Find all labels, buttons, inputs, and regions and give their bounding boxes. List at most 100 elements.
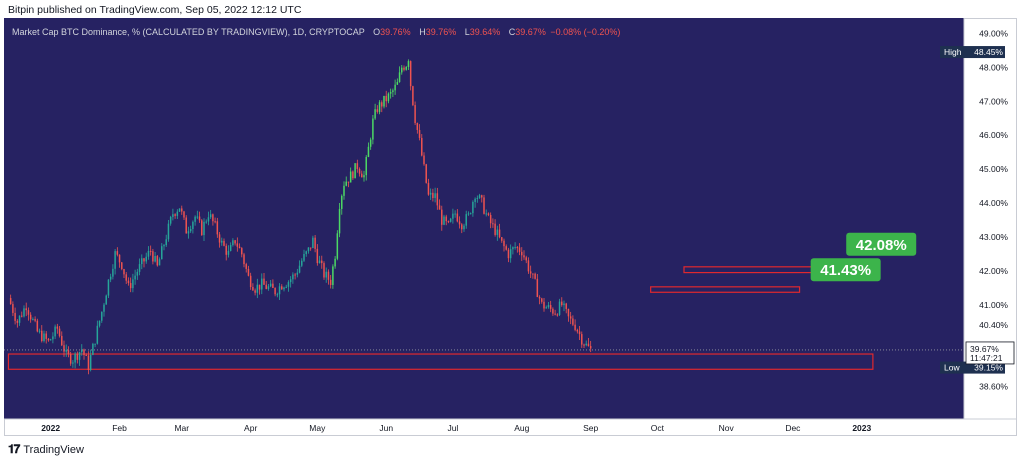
candle-body	[418, 129, 421, 138]
y-tick-label: 46.00%	[979, 130, 1008, 140]
candle-body	[303, 253, 305, 261]
x-tick-label: Apr	[244, 423, 257, 433]
candle-body	[189, 228, 192, 232]
candle-body	[56, 326, 59, 329]
candle-body	[61, 335, 63, 346]
candle-body	[314, 237, 316, 249]
candle-body	[109, 276, 112, 280]
candle-body	[12, 304, 14, 313]
candle-body	[176, 211, 179, 216]
candle-body	[438, 205, 441, 210]
candle-body	[296, 272, 299, 275]
candle-body	[445, 216, 447, 222]
candle-body	[401, 67, 403, 73]
candle-body	[585, 343, 587, 346]
candle-body	[485, 213, 487, 215]
candle-body	[512, 247, 514, 250]
candle-body	[265, 284, 267, 289]
last-price-value: 39.67%	[970, 344, 999, 354]
candle-body	[287, 282, 290, 287]
tradingview-logo-icon: 𝟏𝟕	[8, 442, 20, 456]
candle-body	[427, 182, 430, 195]
last-price-time: 11:47:21	[970, 353, 1003, 363]
candle-body	[267, 286, 270, 289]
candle-body	[152, 251, 154, 262]
candle-body	[76, 353, 79, 360]
candle-body	[185, 217, 187, 234]
candle-body	[389, 92, 392, 94]
candle-body	[125, 274, 127, 281]
candle-body	[392, 90, 394, 93]
zone-rect-0	[7, 353, 874, 370]
price-callout-box	[810, 258, 881, 282]
publisher-line: Bitpin published on TradingView.com, Sep…	[8, 4, 302, 16]
candle-body	[425, 164, 427, 183]
candle-body	[436, 193, 439, 206]
y-tick-label: 43.00%	[979, 232, 1008, 242]
candle-body	[412, 86, 414, 106]
candle-body	[578, 331, 581, 335]
candle-body	[87, 355, 90, 370]
candle-body	[212, 214, 214, 222]
candle-body	[421, 137, 423, 156]
candle-body	[252, 287, 254, 291]
legend-low: L39.64%	[464, 27, 501, 37]
candle-body	[561, 301, 563, 306]
candle-body	[381, 102, 383, 107]
candle-body	[456, 213, 459, 222]
candle-body	[103, 304, 105, 312]
candle-body	[281, 286, 283, 290]
candle-body	[589, 346, 592, 349]
candle-body	[554, 313, 556, 315]
candle-body	[374, 109, 376, 119]
candle-body	[469, 213, 472, 215]
candle-body	[349, 171, 352, 183]
candle-body	[118, 254, 121, 263]
candle-body	[361, 173, 363, 178]
candle-body	[341, 195, 343, 209]
candle-body	[567, 308, 570, 317]
candle-body	[69, 353, 72, 364]
candle-body	[441, 209, 443, 225]
candle-body	[223, 240, 225, 246]
candle-body	[16, 320, 19, 323]
legend-change: −0.08% (−0.20%)	[550, 27, 621, 37]
candle-body	[158, 259, 161, 266]
high-marker-box	[940, 46, 1005, 59]
chart-canvas[interactable]: 42.08% 41.43% 49.00% 48.00% 47.00% 46.00% 45.…	[4, 18, 1017, 436]
candle-body	[447, 221, 450, 223]
candle-body	[83, 349, 85, 355]
candle-body	[63, 345, 65, 352]
y-tick-label: 40.40%	[979, 320, 1008, 330]
candle-body	[247, 268, 250, 276]
candle-body	[492, 223, 494, 225]
candle-body	[387, 93, 390, 102]
candle-body	[336, 233, 339, 259]
candle-body	[416, 123, 419, 130]
candle-body	[523, 255, 525, 258]
candle-body	[541, 298, 543, 302]
candle-body	[21, 315, 23, 317]
candle-body	[221, 240, 223, 243]
candle-body	[458, 221, 461, 225]
y-tick-label: 41.00%	[979, 300, 1008, 310]
candle-body	[27, 310, 30, 315]
candle-body	[161, 246, 163, 260]
footer[interactable]: 𝟏𝟕 TradingView	[8, 442, 84, 457]
candle-body	[409, 61, 412, 87]
candle-body	[509, 249, 512, 259]
candle-body	[96, 325, 99, 344]
candle-body	[325, 271, 327, 278]
y-tick-label: 48.00%	[979, 62, 1008, 72]
candle-body	[534, 273, 536, 279]
last-price-box: 39.67%11:47:21	[965, 341, 1015, 365]
x-tick-label: Mar	[174, 423, 189, 433]
x-tick-label: 2023	[852, 423, 871, 433]
candle-body	[205, 221, 207, 223]
candle-body	[225, 245, 227, 255]
candle-body	[218, 234, 221, 243]
candle-body	[49, 339, 52, 341]
candle-body	[552, 308, 554, 314]
candle-body	[403, 67, 405, 70]
price-callout-text: 41.43%	[820, 262, 871, 279]
